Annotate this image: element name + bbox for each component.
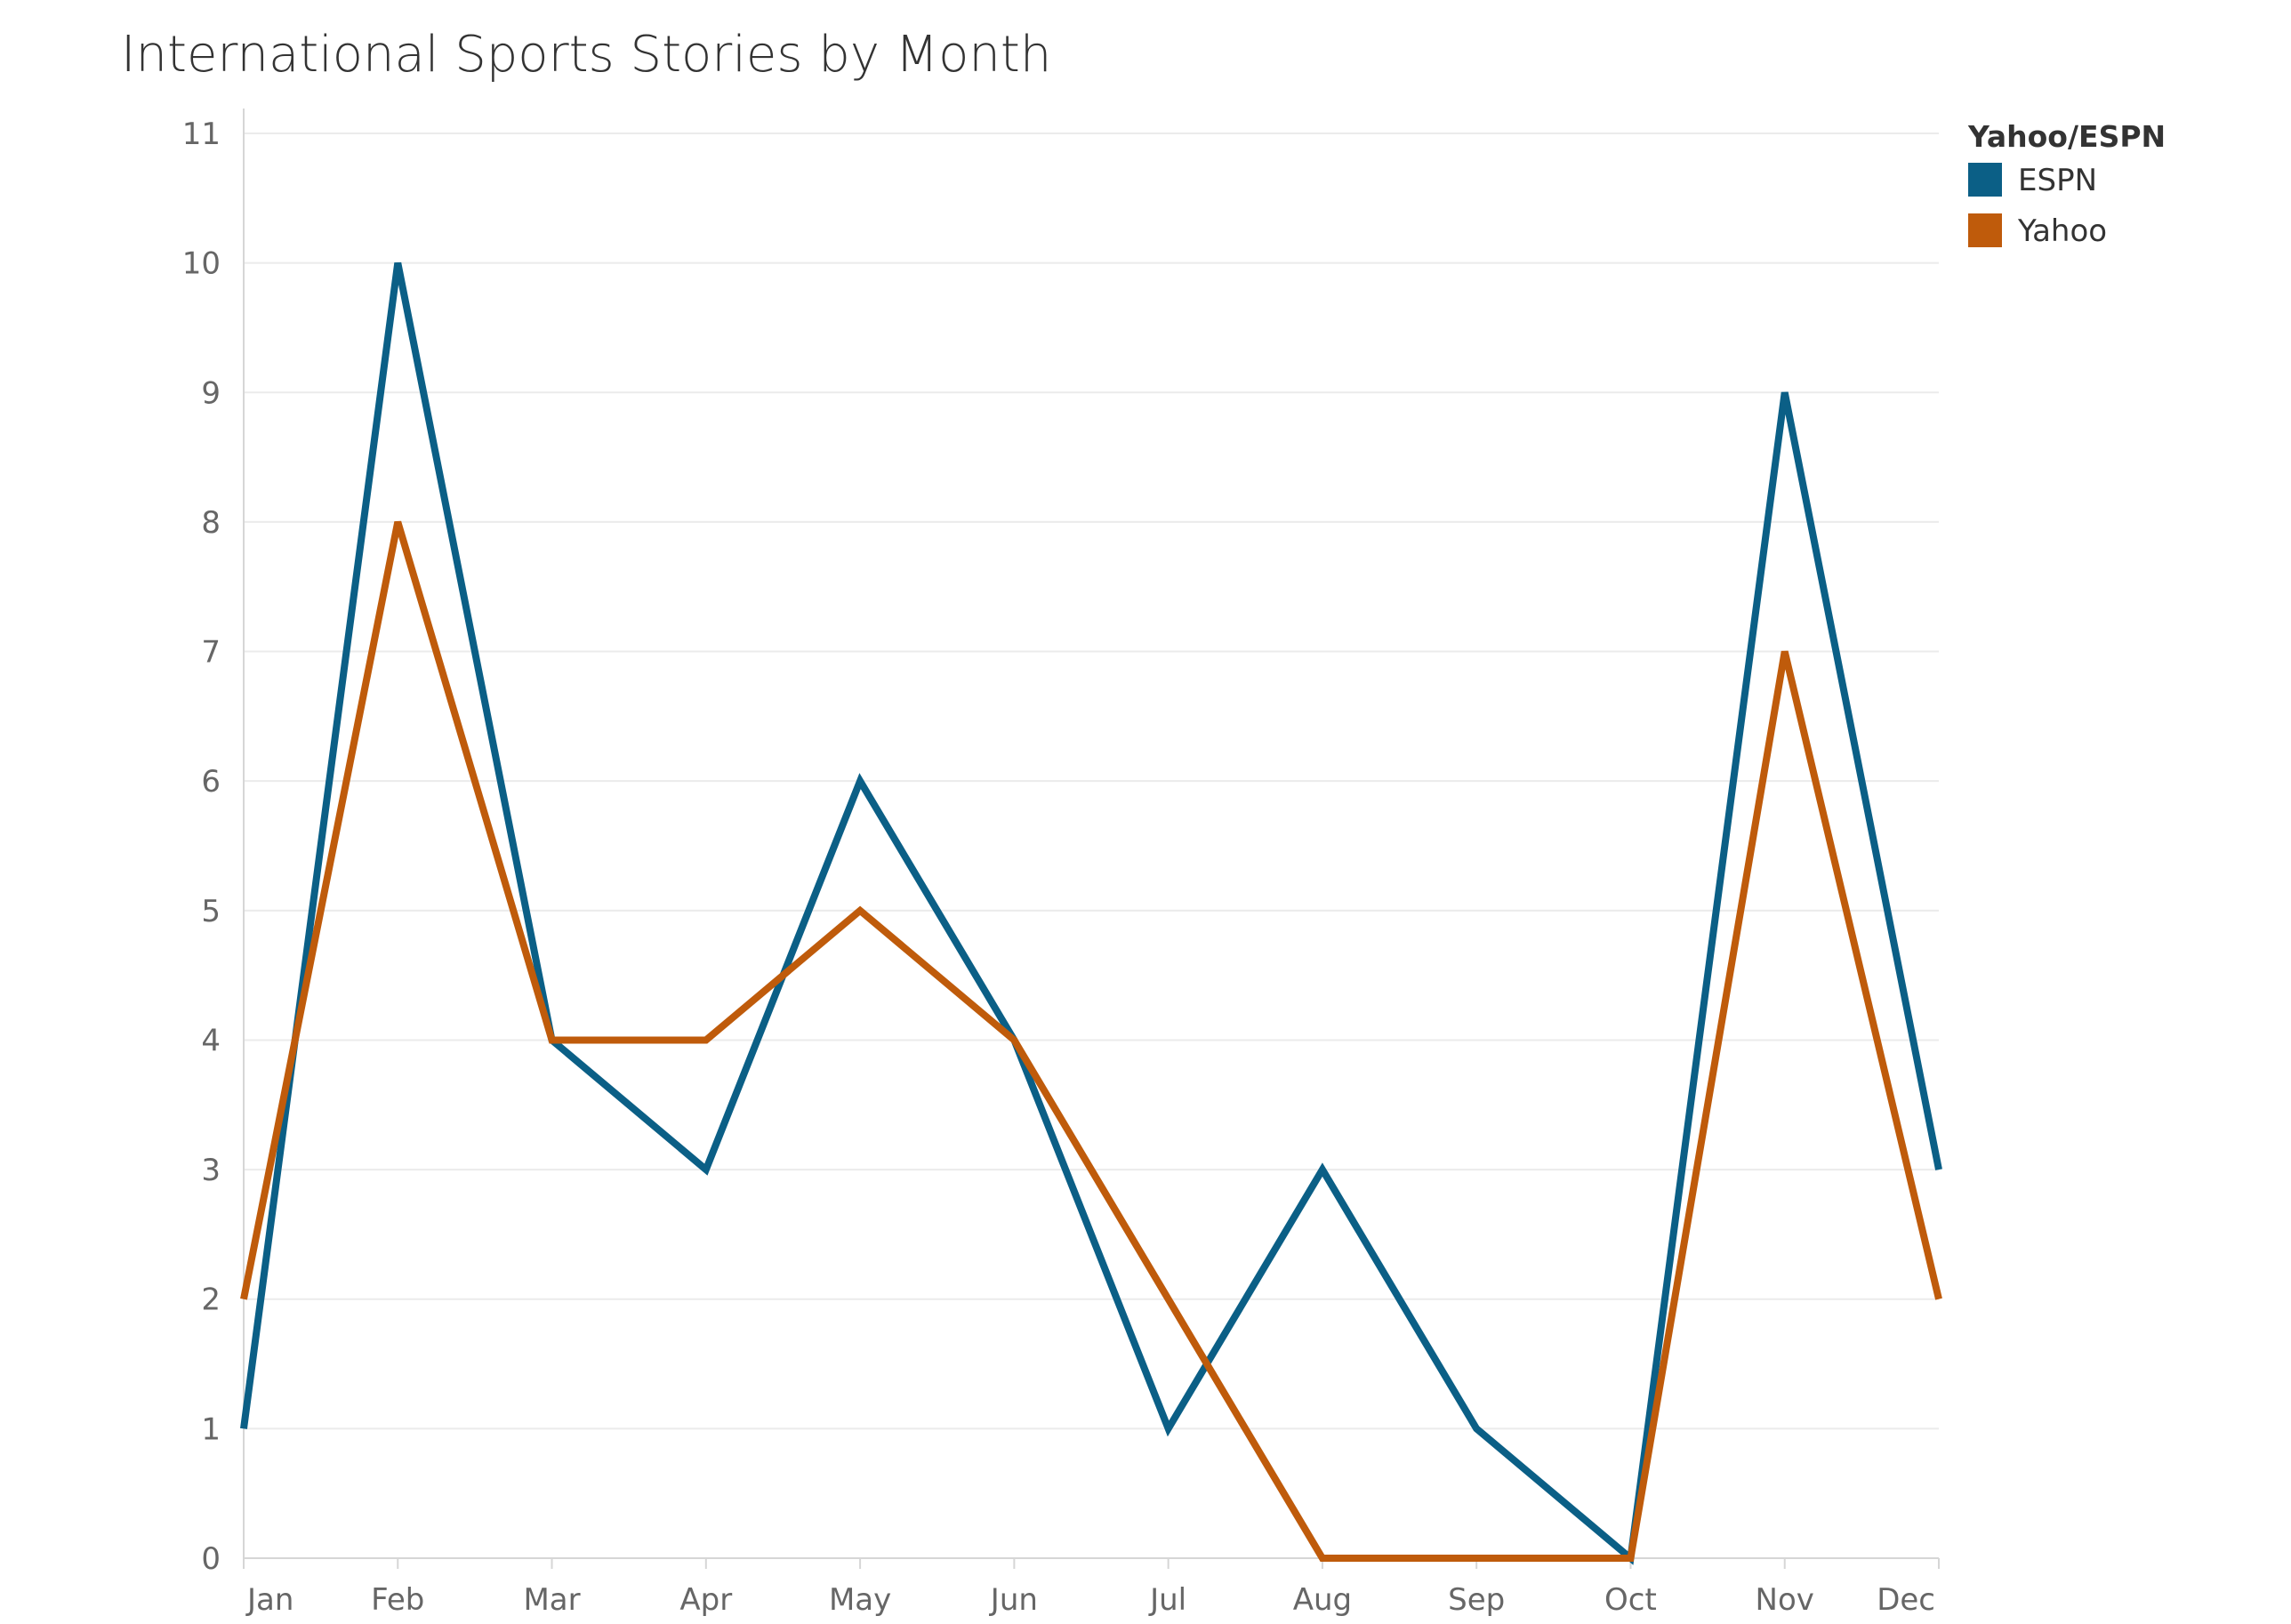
x-tick-label: Apr [679, 1582, 732, 1618]
x-tick-label: Feb [371, 1582, 424, 1618]
y-tick-label: 8 [201, 505, 221, 541]
y-tick-label: 5 [201, 894, 221, 929]
x-tick-label: Jan [245, 1582, 293, 1618]
x-tick-label: Sep [1448, 1582, 1505, 1618]
x-tick-label: Dec [1877, 1582, 1935, 1618]
x-tick-label: Jul [1148, 1582, 1186, 1618]
legend-swatch-yahoo[interactable] [1968, 213, 2002, 247]
y-tick-label: 3 [201, 1153, 221, 1188]
x-tick-label: Jun [989, 1582, 1038, 1618]
x-tick-label: Nov [1756, 1582, 1814, 1618]
y-tick-label: 9 [201, 375, 221, 411]
series-lines [240, 261, 1942, 1565]
y-tick-label: 6 [201, 764, 221, 800]
x-tick-label: Mar [523, 1582, 580, 1618]
x-tick-label: Aug [1293, 1582, 1352, 1618]
legend[interactable]: Yahoo/ESPN ESPN Yahoo [1967, 119, 2166, 249]
legend-label-yahoo[interactable]: Yahoo [2017, 213, 2107, 249]
y-tick-label: 4 [201, 1023, 221, 1058]
x-tick-label: Oct [1604, 1582, 1657, 1618]
y-tick-label: 10 [182, 246, 221, 282]
y-tick-label: 7 [201, 635, 221, 671]
legend-swatch-espn[interactable] [1968, 163, 2002, 197]
legend-title: Yahoo/ESPN [1967, 119, 2166, 154]
legend-label-espn[interactable]: ESPN [2018, 163, 2097, 198]
axes: 0 1 2 3 4 5 6 7 8 9 10 11 Jan Feb Mar Apr May Jun Jul Aug Se… [182, 109, 1940, 1618]
x-tick-label: May [829, 1582, 891, 1618]
series-line-yahoo[interactable] [240, 520, 1942, 1562]
y-tick-label: 0 [201, 1541, 221, 1577]
chart-title: International Sports Stories by Month [121, 26, 1051, 84]
y-tick-label: 11 [182, 117, 221, 152]
y-tick-label: 2 [201, 1282, 221, 1318]
series-line-espn[interactable] [240, 261, 1942, 1565]
gridlines [244, 133, 1939, 1430]
y-tick-label: 1 [201, 1411, 221, 1447]
